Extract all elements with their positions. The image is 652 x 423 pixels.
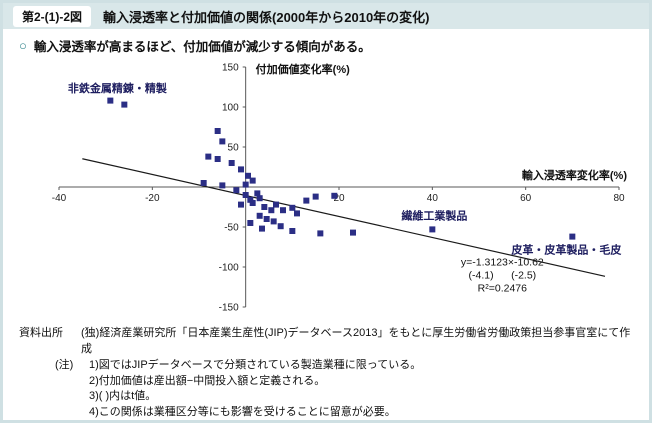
data-point — [429, 226, 436, 233]
y-tick-label: -50 — [224, 223, 239, 234]
data-point — [242, 192, 249, 198]
data-point — [254, 190, 261, 197]
data-point — [289, 204, 296, 211]
data-point — [256, 195, 263, 202]
data-point — [277, 223, 284, 230]
data-point — [238, 201, 244, 208]
data-point — [263, 216, 270, 222]
annotation-label: 皮革・皮革製品・毛皮 — [510, 243, 621, 257]
data-point — [249, 177, 256, 184]
data-point — [280, 207, 286, 214]
data-point — [317, 230, 324, 237]
figure-title: 輸入浸透率と付加価値の関係(2000年から2010年の変化) — [103, 9, 430, 25]
data-point — [238, 166, 244, 173]
x-tick-label: -20 — [145, 193, 160, 204]
data-point — [312, 193, 319, 200]
note-list: 1)図ではJIPデータベースで分類されている製造業種に限っている。 2)付加価値は… — [89, 358, 635, 420]
note-item: 4)この関係は業種区分等にも影響を受けることに留意が必要。 — [89, 406, 396, 419]
y-tick-label: 100 — [222, 103, 239, 114]
x-tick-label: 20 — [333, 193, 345, 204]
data-point — [228, 160, 235, 166]
data-point — [569, 233, 576, 240]
x-tick-label: 80 — [613, 193, 625, 204]
y-tick-label: 50 — [228, 143, 240, 154]
x-tick-label: 40 — [427, 193, 439, 204]
y-tick-label: -150 — [219, 303, 239, 314]
data-point — [256, 212, 263, 219]
data-point — [331, 192, 338, 199]
note-item: 1)図ではJIPデータベースで分類されている製造業種に限っている。 — [89, 359, 422, 372]
data-point — [261, 204, 268, 210]
data-point — [259, 225, 265, 232]
figure-number-badge: 第2-(1)-2図 — [13, 5, 92, 27]
data-point — [107, 97, 114, 104]
data-point — [273, 201, 279, 208]
equation-text: R²=0.2476 — [478, 282, 527, 294]
figure-header: 第2-(1)-2図 輸入浸透率と付加価値の関係(2000年から2010年の変化) — [3, 3, 649, 29]
data-point — [214, 128, 221, 134]
data-point — [249, 200, 256, 206]
footer-notes: 資料出所 (独)経済産業研究所「日本産業生産性(JIP)データベース2013」を… — [19, 326, 635, 420]
source-text: (独)経済産業研究所「日本産業生産性(JIP)データベース2013」をもとに厚生… — [81, 327, 631, 355]
source-row: 資料出所 (独)経済産業研究所「日本産業生産性(JIP)データベース2013」を… — [19, 326, 635, 357]
data-point — [303, 197, 310, 204]
data-point — [214, 156, 221, 162]
note-item: 2)付加価値は産出額−中間投入額と定義される。 — [89, 374, 326, 387]
equation-text: y=-1.3123×-10.62 — [461, 256, 544, 268]
source-label: 資料出所 — [19, 327, 63, 339]
data-point — [242, 181, 249, 188]
trend-line — [82, 158, 606, 277]
data-point — [247, 196, 254, 203]
data-point — [268, 207, 275, 214]
y-tick-label: 150 — [222, 63, 239, 74]
annotation-label: 非鉄金属精錬・精製 — [68, 81, 168, 95]
data-point — [200, 180, 207, 186]
x-axis-title: 輸入浸透率変化率(%) — [522, 168, 627, 182]
data-point — [233, 187, 240, 194]
y-tick-label: -100 — [219, 263, 239, 274]
data-point — [289, 228, 296, 234]
note-row: (注) 1)図ではJIPデータベースで分類されている製造業種に限っている。 2)付… — [55, 358, 635, 420]
data-point — [270, 218, 277, 225]
x-tick-label: -40 — [52, 193, 67, 204]
scatter-chart: -40 -20 20 40 60 80 150 100 50 -50 -100 -150 非鉄金属精錬・… — [29, 57, 629, 322]
data-point — [219, 182, 226, 189]
bullet-circle-icon: ○ — [19, 38, 27, 53]
scatter-plot-canvas: -40 -20 20 40 60 80 150 100 50 -50 -100 -150 非鉄金属精錬・… — [52, 62, 628, 314]
lead-statement: ○ 輸入浸透率が高まるほど、付加価値が減少する傾向がある。 — [19, 36, 649, 55]
data-point — [245, 172, 251, 179]
x-tick-label: 60 — [520, 193, 532, 204]
note-item: 3)( )内はt値。 — [89, 390, 157, 403]
lead-text: 輸入浸透率が高まるほど、付加価値が減少する傾向がある。 — [33, 40, 371, 54]
annotation-label: 繊維工業製品 — [401, 208, 467, 222]
note-label: (注) — [55, 359, 74, 372]
data-point — [247, 220, 254, 226]
y-axis-title: 付加価値変化率(%) — [256, 62, 350, 76]
data-point — [121, 101, 128, 108]
data-point — [350, 229, 356, 236]
equation-text: (-4.1) (-2.5) — [468, 269, 536, 281]
data-point — [205, 153, 212, 160]
data-point — [294, 210, 300, 217]
data-point — [219, 138, 226, 145]
